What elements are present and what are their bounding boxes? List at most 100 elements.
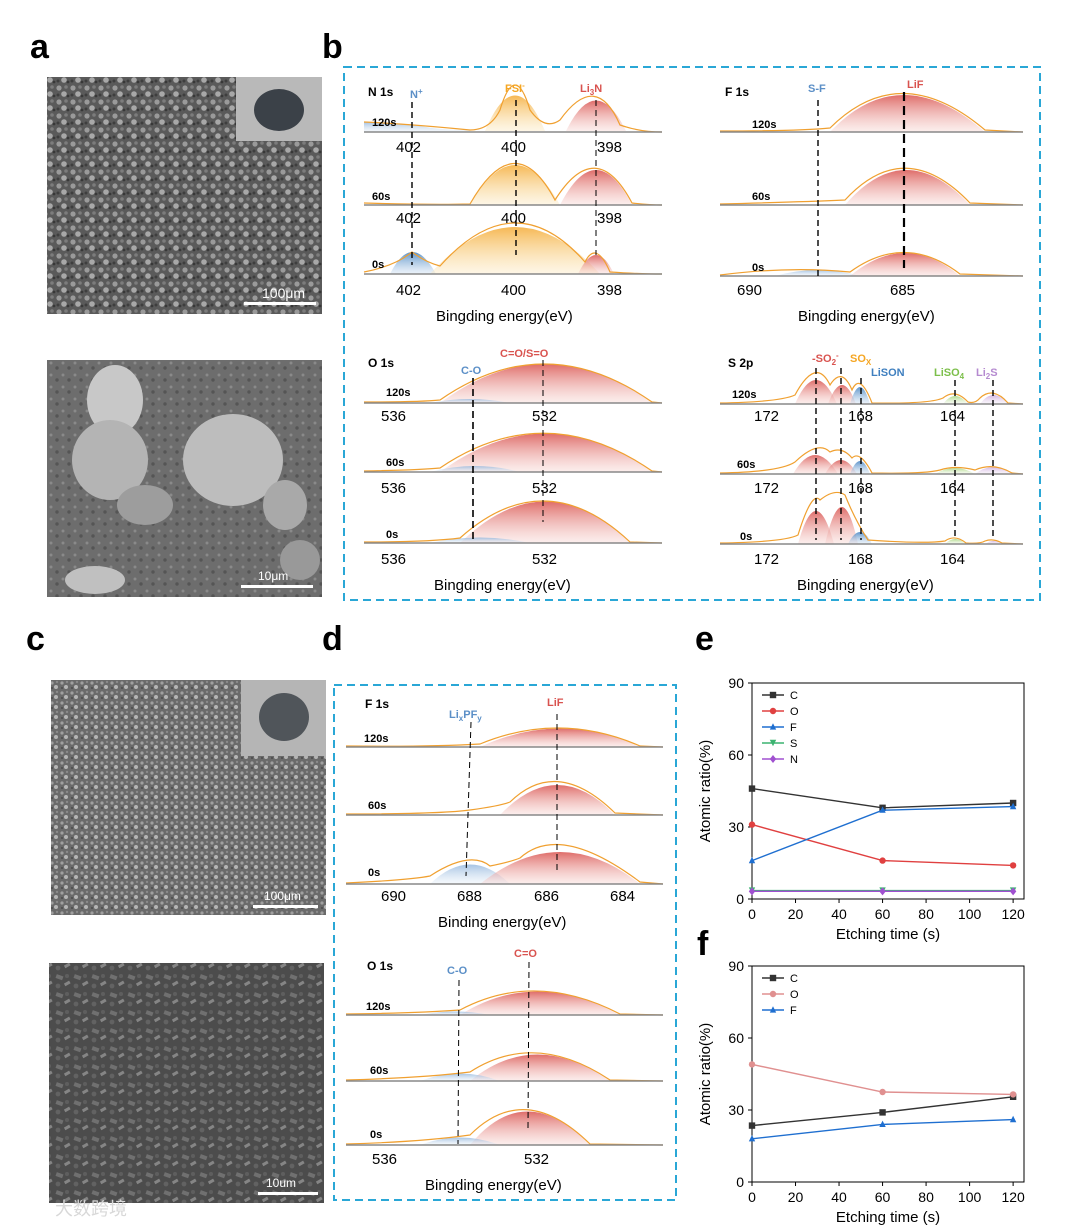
x-tick-label: 20	[788, 1189, 804, 1205]
scale-bar-label: 10μm	[258, 569, 288, 583]
peak-label-lison: LiSON	[871, 367, 905, 379]
spectrum-title: F 1s	[365, 697, 389, 711]
data-point-o	[879, 1088, 886, 1096]
spectrum-title: S 2p	[728, 356, 753, 370]
sem-image-a-top: 100μm	[47, 77, 322, 314]
data-point-f	[748, 1135, 756, 1142]
scale-bar-label: 10um	[266, 1176, 296, 1190]
tick-label: 402	[396, 210, 421, 227]
etch-time-label: 0s	[370, 1129, 382, 1141]
tick-label: 400	[501, 139, 526, 156]
y-tick-label: 0	[736, 1174, 744, 1190]
y-tick-label: 30	[728, 1102, 744, 1118]
peak-label-c-o: C-O	[447, 965, 468, 977]
tick-label: 164	[940, 480, 965, 497]
chart-f-atomic-ratio: 0 20 40 60 80 100 120 0 30 60 90 Etching time (s) At…	[697, 958, 1025, 1226]
data-point-o	[1009, 862, 1017, 869]
peak-label-so2: -SO2-	[812, 351, 839, 367]
peak-label-n-plus: N+	[410, 87, 423, 101]
data-point-f	[1009, 802, 1017, 810]
peak-label-c-eq-o: C=O	[514, 948, 537, 960]
y-tick-label: 90	[728, 958, 744, 974]
spectrum-b-o1s: O 1s 120s 536 532 60s 536 532 0s 536 532…	[363, 348, 663, 594]
y-axis-title: Atomic ratio(%)	[697, 740, 714, 843]
tick-label: 685	[890, 282, 915, 299]
tick-label: 536	[381, 551, 406, 568]
legend-label: N	[790, 754, 798, 766]
tick-label: 536	[381, 408, 406, 425]
spectrum-title: N 1s	[368, 85, 394, 99]
etch-time-label: 120s	[386, 387, 410, 399]
x-tick-label: 100	[958, 1189, 982, 1205]
peak-label-fsi: FSI-	[505, 81, 525, 95]
tick-label: 172	[754, 480, 779, 497]
spectrum-b-f1s: F 1s 120s 60s 0s 690 685 S-F LiF Bingdin…	[719, 79, 1024, 325]
electrode-photo-c	[259, 693, 309, 741]
data-point-n	[1009, 887, 1017, 896]
tick-label: 168	[848, 408, 873, 425]
x-tick-label: 120	[1001, 1189, 1025, 1205]
etch-time-label: 60s	[368, 800, 386, 812]
peak-label-lif: LiF	[547, 697, 564, 709]
x-axis-title: Bingding energy(eV)	[436, 308, 573, 325]
tick-label: 168	[848, 551, 873, 568]
tick-label: 532	[532, 551, 557, 568]
tick-label: 398	[597, 139, 622, 156]
data-point-o	[748, 821, 756, 828]
legend-label: O	[790, 706, 799, 718]
peak-label-s-f: S-F	[808, 83, 826, 95]
panel-letter-b: b	[322, 28, 343, 66]
tick-label: 172	[754, 551, 779, 568]
panel-letter-a: a	[30, 28, 50, 66]
y-tick-label: 0	[736, 891, 744, 907]
tick-label: 690	[737, 282, 762, 299]
panel-letter-e: e	[695, 620, 714, 658]
panel-letter-f: f	[697, 925, 709, 963]
legend-label: C	[790, 973, 798, 985]
etch-time-label: 60s	[372, 191, 390, 203]
panel-b-box	[343, 66, 1041, 601]
peak-label-lixpfy: LixPFy	[449, 709, 482, 723]
x-axis-title: Bingding energy(eV)	[798, 308, 935, 325]
legend-marker	[769, 739, 777, 747]
series-line-f	[751, 805, 1014, 862]
tick-label: 690	[381, 888, 406, 905]
x-tick-label: 40	[831, 1189, 847, 1205]
tick-label: 536	[372, 1151, 397, 1168]
x-axis-title: Binding energy(eV)	[438, 914, 566, 931]
peak-label-liso4: LiSO4	[934, 367, 965, 381]
etch-time-label: 120s	[732, 389, 756, 401]
legend-label: S	[790, 738, 797, 750]
tick-label: 398	[597, 210, 622, 227]
peak-label-li2s: Li2S	[976, 367, 998, 381]
data-point-o	[1009, 1091, 1017, 1098]
plot-frame	[751, 965, 1025, 1183]
spectrum-d-f1s: F 1s 120s 60s 0s 690 688 686 684 LixPFy …	[345, 697, 664, 931]
legend-label: C	[790, 690, 798, 702]
panel-letter-c: c	[26, 620, 45, 658]
etch-time-label: 120s	[372, 117, 396, 129]
etch-time-label: 0s	[372, 259, 384, 271]
tick-label: 536	[381, 480, 406, 497]
legend-label: O	[790, 989, 799, 1001]
etch-time-label: 0s	[368, 867, 380, 879]
peak-label-c-o: C-O	[461, 365, 482, 377]
peak-label-li3n: Li3N	[580, 83, 602, 97]
data-point-f	[748, 856, 756, 864]
data-point-f	[1009, 1115, 1017, 1123]
x-tick-label: 80	[918, 1189, 934, 1205]
x-axis-title: Etching time (s)	[836, 1209, 940, 1226]
etch-time-label: 60s	[752, 191, 770, 203]
spectrum-title: O 1s	[368, 356, 394, 370]
tick-label: 398	[597, 282, 622, 299]
etch-time-label: 60s	[737, 459, 755, 471]
spectrum-d-o1s: O 1s 120s 60s 0s 536 532 C-O C=O Bingdin…	[345, 948, 664, 1194]
x-tick-label: 20	[788, 906, 804, 922]
data-point-n	[748, 887, 756, 896]
tick-label: 164	[940, 408, 965, 425]
etch-time-label: 120s	[752, 119, 776, 131]
data-point-c	[748, 785, 756, 792]
legend-marker	[769, 990, 777, 998]
tick-label: 686	[534, 888, 559, 905]
sem-image-c-top: 100μm	[51, 680, 326, 915]
